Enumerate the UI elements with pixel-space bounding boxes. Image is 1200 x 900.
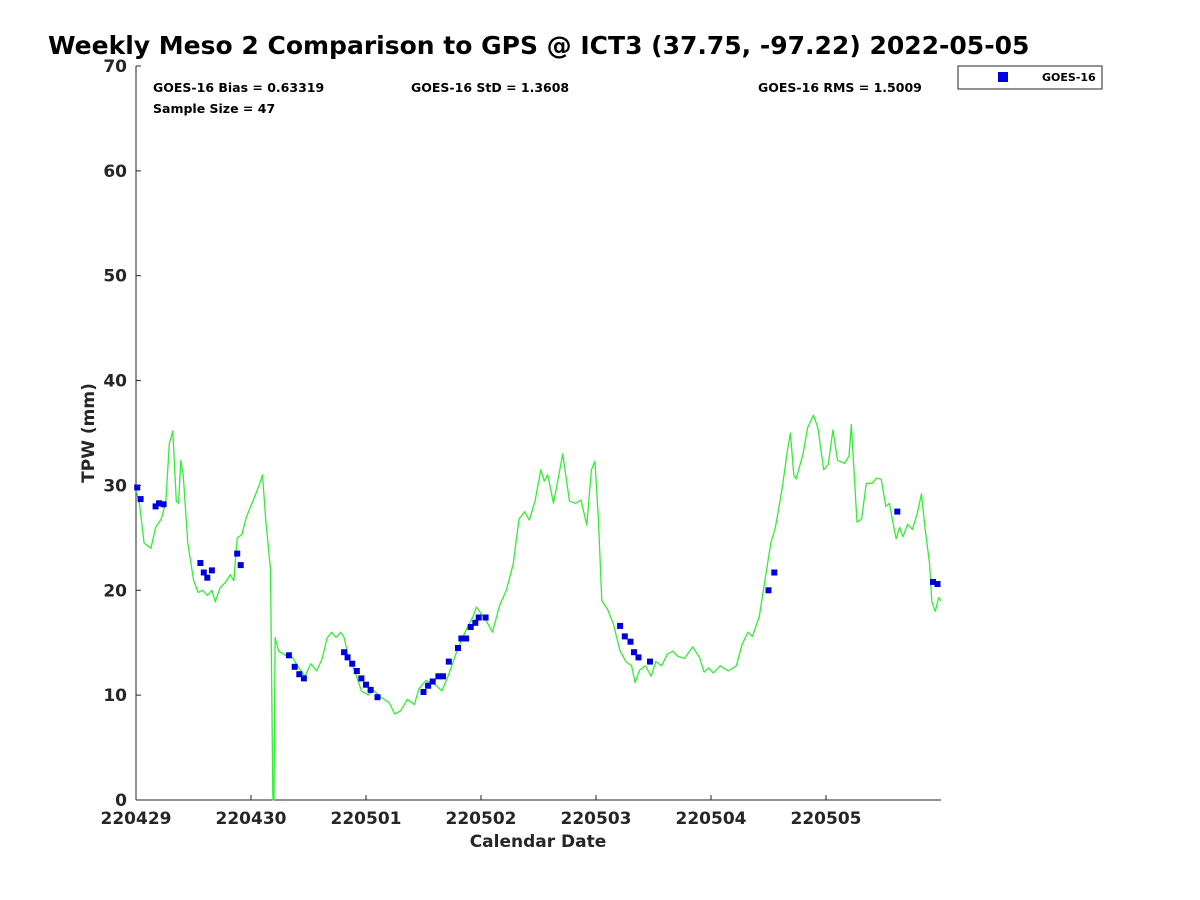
goes16-data-point — [152, 503, 159, 510]
goes16-data-point — [349, 660, 356, 667]
goes16-data-point — [771, 569, 778, 576]
y-tick-label: 40 — [103, 372, 127, 392]
goes16-data-point — [296, 671, 303, 678]
y-tick-label: 10 — [103, 686, 127, 706]
goes16-data-point — [631, 649, 637, 656]
goes16-data-point — [197, 560, 204, 566]
goes16-points-layer — [134, 484, 941, 701]
goes16-data-point — [472, 619, 479, 626]
goes16-data-point — [344, 654, 351, 661]
x-tick-label: 220501 — [331, 809, 402, 829]
goes16-data-point — [367, 686, 374, 693]
y-axis-label: TPW (mm) — [79, 383, 99, 483]
x-tick-label: 220430 — [216, 809, 287, 829]
sample-size-stat: Sample Size = 47 — [153, 101, 275, 116]
goes16-data-point — [621, 633, 628, 640]
goes16-data-point — [300, 675, 307, 682]
goes16-data-point — [234, 550, 241, 557]
goes16-data-point — [934, 581, 941, 587]
goes16-data-point — [363, 681, 369, 688]
x-tick-label: 220429 — [101, 809, 172, 829]
goes16-data-point — [445, 658, 452, 665]
goes16-data-point — [475, 614, 482, 621]
y-tick-label: 60 — [103, 162, 127, 182]
y-tick-label: 50 — [103, 267, 127, 287]
goes16-data-point — [160, 501, 167, 508]
rms-stat: GOES-16 RMS = 1.5009 — [758, 80, 922, 95]
legend-box — [957, 65, 1103, 90]
x-tick-label: 220503 — [561, 809, 632, 829]
y-tick-label: 20 — [103, 581, 127, 601]
x-tick-label: 220504 — [676, 809, 747, 829]
goes16-data-point — [291, 663, 298, 670]
goes16-data-point — [458, 635, 465, 642]
x-tick-label: 220505 — [791, 809, 862, 829]
goes16-data-point — [374, 694, 381, 701]
goes16-data-point — [204, 574, 211, 581]
goes16-data-point — [341, 649, 348, 656]
legend-label-goes16: GOES-16 — [1042, 71, 1096, 84]
goes16-data-point — [200, 569, 207, 576]
goes16-data-point — [208, 567, 215, 574]
goes16-data-point — [420, 689, 427, 695]
y-tick-label: 30 — [103, 476, 127, 496]
bias-stat: GOES-16 Bias = 0.63319 — [153, 80, 324, 95]
goes16-data-point — [358, 675, 365, 682]
goes16-data-point — [137, 496, 144, 503]
gps-reference-line — [135, 414, 942, 801]
plot-area — [134, 66, 942, 801]
goes16-data-point — [463, 635, 470, 642]
goes16-data-point — [429, 678, 436, 685]
goes16-data-point — [285, 652, 292, 659]
goes16-data-point — [467, 624, 474, 630]
goes16-data-point — [237, 562, 244, 569]
gps-reference-line-layer — [135, 414, 942, 801]
x-axis-ticks: 220429 220430 220501 220502 220503 220504 2205… — [101, 795, 862, 829]
goes16-data-point — [765, 587, 772, 594]
goes16-data-point — [425, 682, 432, 689]
y-tick-label: 0 — [115, 791, 127, 811]
goes16-data-point — [353, 668, 360, 674]
x-tick-label: 220502 — [446, 809, 517, 829]
goes16-data-point — [435, 673, 442, 680]
x-axis-label: Calendar Date — [470, 832, 607, 852]
y-axis-ticks: 0 10 20 30 40 50 60 70 — [103, 57, 141, 811]
goes16-data-point — [930, 578, 936, 585]
goes16-data-point — [894, 508, 901, 515]
std-stat: GOES-16 StD = 1.3608 — [411, 80, 569, 95]
goes16-data-point — [440, 673, 446, 680]
goes16-data-point — [156, 500, 162, 507]
goes16-data-point — [647, 658, 653, 665]
goes16-data-point — [482, 614, 489, 621]
y-tick-label: 70 — [103, 57, 127, 77]
goes16-data-point — [617, 622, 624, 629]
legend: GOES-16 — [957, 65, 1103, 90]
legend-square-marker — [998, 72, 1008, 82]
goes16-data-point — [455, 645, 461, 651]
goes16-data-point — [627, 638, 634, 645]
chart-title: Weekly Meso 2 Comparison to GPS @ ICT3 (… — [48, 31, 1029, 60]
goes16-data-point — [134, 484, 141, 491]
goes16-data-point — [635, 654, 642, 661]
